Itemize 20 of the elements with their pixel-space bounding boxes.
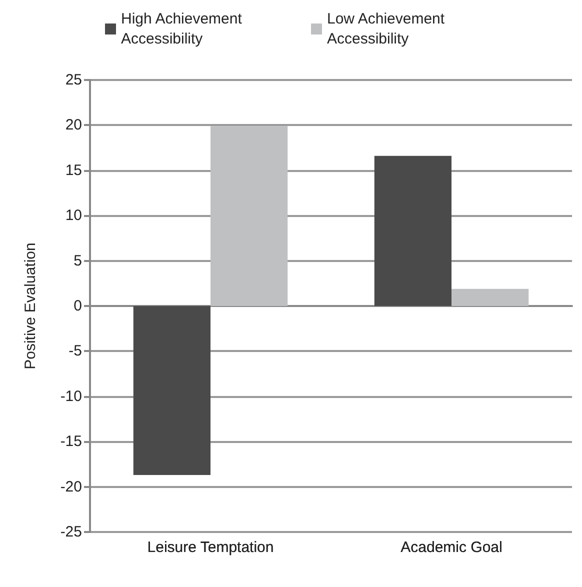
x-tick-label: Leisure Temptation bbox=[147, 539, 274, 556]
legend-label: High Achievement Accessibility bbox=[121, 10, 246, 48]
bar bbox=[133, 306, 210, 476]
y-axis-title: Positive Evaluation bbox=[22, 242, 39, 370]
bar bbox=[452, 288, 529, 306]
x-tick-label: Academic Goal bbox=[400, 539, 502, 556]
y-tick-label: 15 bbox=[65, 162, 82, 179]
y-tick-label: -15 bbox=[60, 433, 82, 450]
y-tick-label: -10 bbox=[60, 388, 82, 405]
y-tick-label: 5 bbox=[74, 252, 82, 270]
y-tick-label: 10 bbox=[65, 207, 82, 224]
y-tick-label: -25 bbox=[60, 524, 82, 540]
y-tick-label: 0 bbox=[74, 298, 82, 314]
y-tick-label: -20 bbox=[60, 478, 82, 496]
y-tick-label: 25 bbox=[65, 72, 82, 88]
legend-label: Low Achievement Accessibility bbox=[327, 10, 449, 48]
y-tick-label: -5 bbox=[68, 342, 82, 360]
bar bbox=[374, 156, 452, 306]
y-tick-label: 20 bbox=[65, 116, 82, 134]
bar bbox=[210, 126, 288, 306]
